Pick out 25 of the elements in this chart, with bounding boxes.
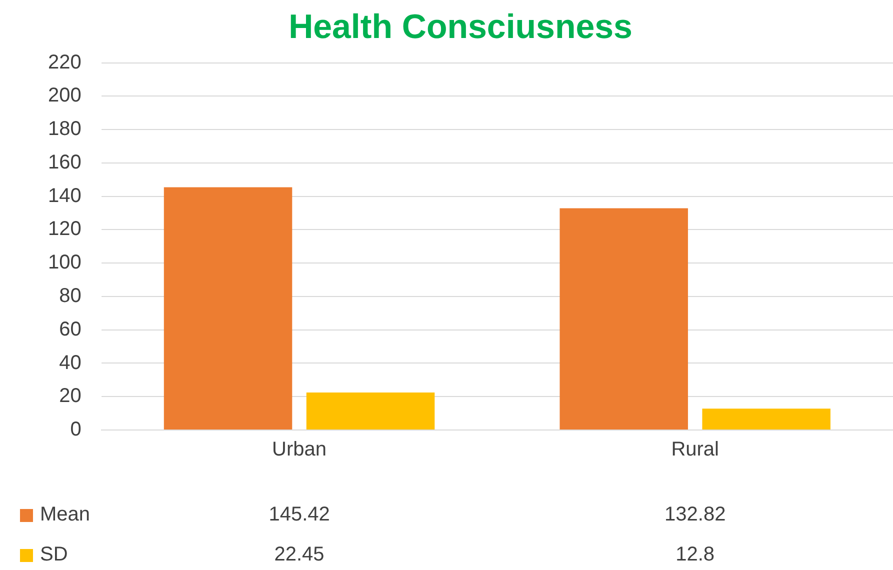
legend-label: SD [40,544,68,566]
y-tick-label: 220 [48,51,82,74]
data-label: 12.8 [676,544,715,566]
bar [560,208,688,430]
y-tick-label: 20 [59,385,82,408]
x-tick-label: Rural [671,438,719,461]
y-tick-label: 80 [59,284,82,307]
data-label: 22.45 [274,544,324,566]
y-tick-label: 40 [59,352,82,374]
y-tick-label: 180 [48,118,82,140]
bar [306,392,435,430]
y-tick-label: 0 [70,418,82,441]
bar [164,187,292,430]
x-tick-label: Urban [272,438,327,461]
data-label: 132.82 [664,504,726,526]
y-tick-label: 60 [59,318,82,340]
y-tick-label: 100 [48,252,82,274]
bar [702,408,830,430]
chart-title: Health Consciusness [288,8,632,46]
y-tick-label: 200 [48,84,82,107]
data-label: 145.42 [268,504,330,526]
y-tick-label: 140 [48,184,82,207]
y-tick-label: 120 [48,218,82,240]
legend-label: Mean [40,504,90,526]
y-tick-label: 160 [48,151,82,174]
